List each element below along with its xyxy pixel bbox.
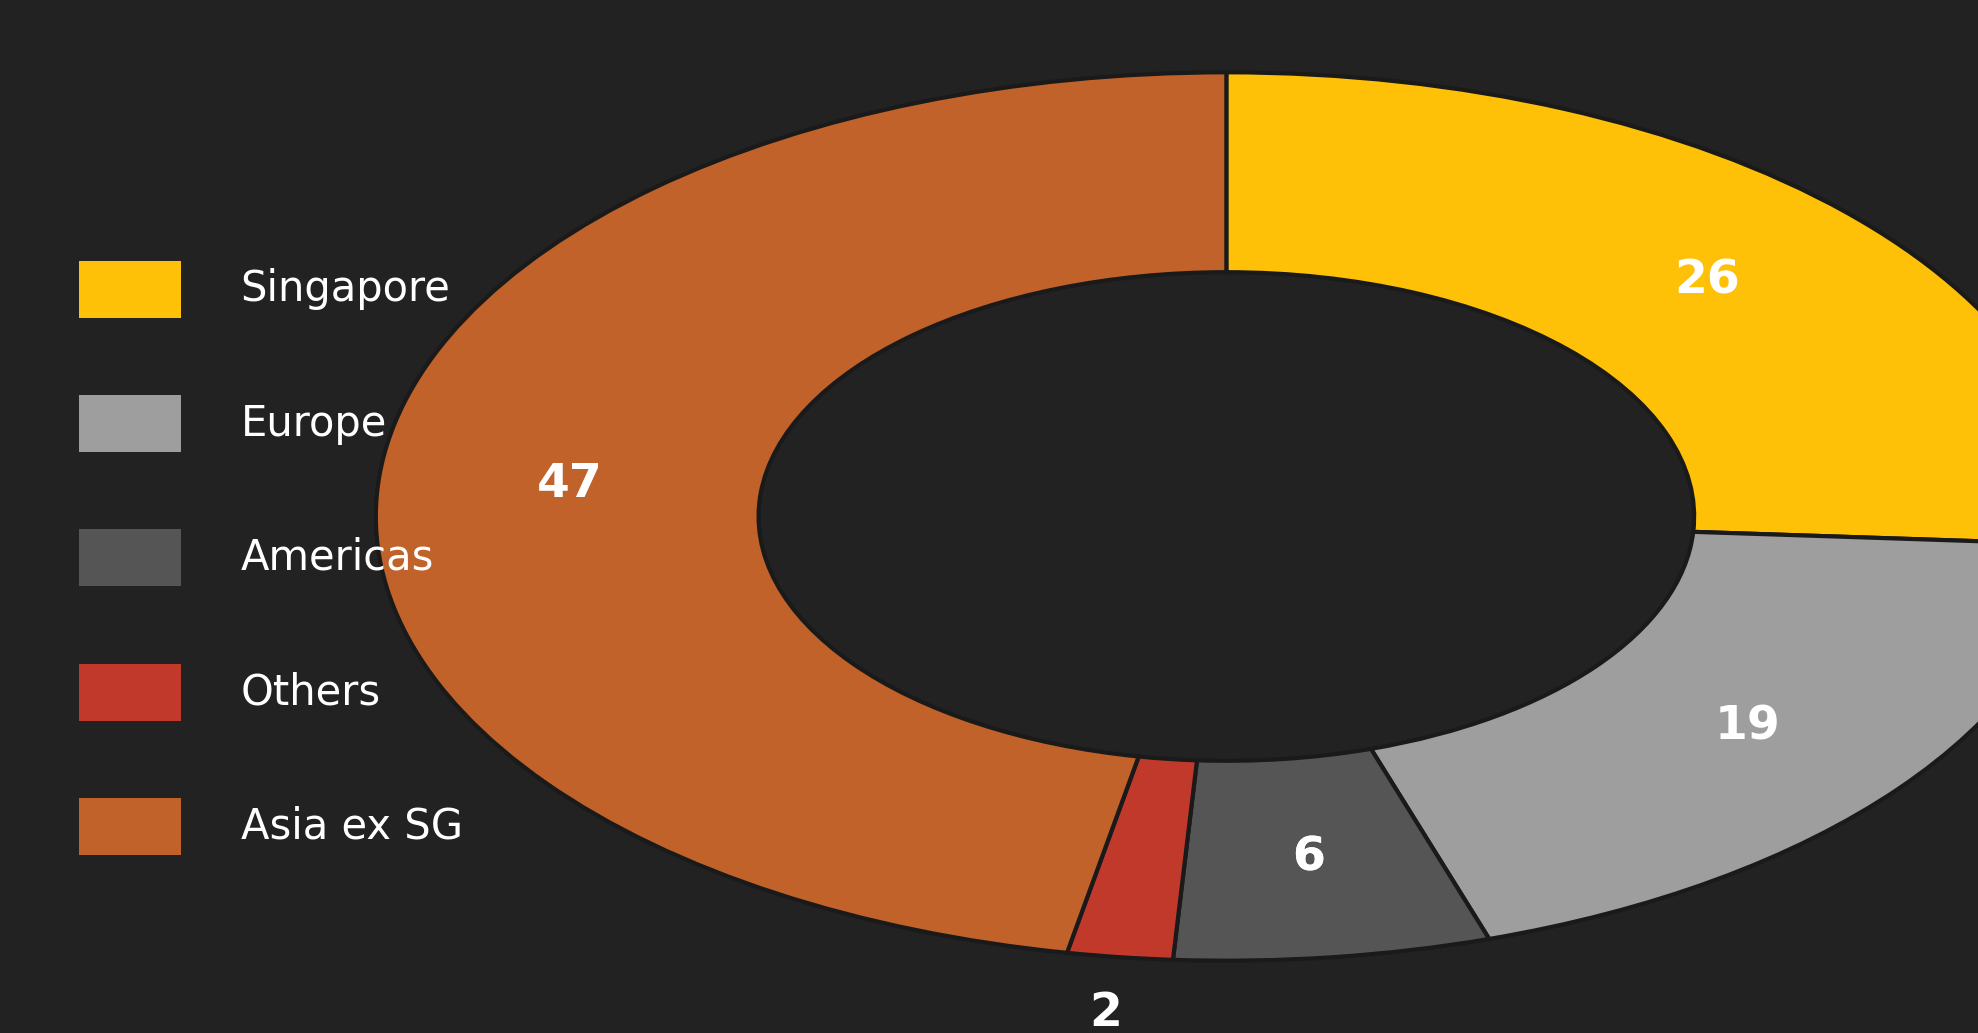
Text: 47: 47 <box>538 462 603 506</box>
Text: 26: 26 <box>1673 258 1741 304</box>
Text: 19: 19 <box>1715 705 1780 750</box>
Text: 6: 6 <box>1292 836 1325 880</box>
Text: Others: Others <box>241 671 382 713</box>
FancyBboxPatch shape <box>79 530 182 587</box>
Text: Europe: Europe <box>241 403 388 444</box>
FancyBboxPatch shape <box>79 395 182 452</box>
Text: Americas: Americas <box>241 537 433 578</box>
Wedge shape <box>1226 72 1978 544</box>
Wedge shape <box>1066 756 1197 960</box>
Wedge shape <box>1173 749 1489 961</box>
Wedge shape <box>1371 532 1978 939</box>
Text: 6: 6 <box>1292 836 1325 880</box>
Text: 2: 2 <box>1090 991 1124 1033</box>
Text: Singapore: Singapore <box>241 269 451 310</box>
FancyBboxPatch shape <box>79 260 182 318</box>
Wedge shape <box>376 72 1226 952</box>
FancyBboxPatch shape <box>79 664 182 721</box>
Text: Asia ex SG: Asia ex SG <box>241 806 463 847</box>
FancyBboxPatch shape <box>79 797 182 855</box>
